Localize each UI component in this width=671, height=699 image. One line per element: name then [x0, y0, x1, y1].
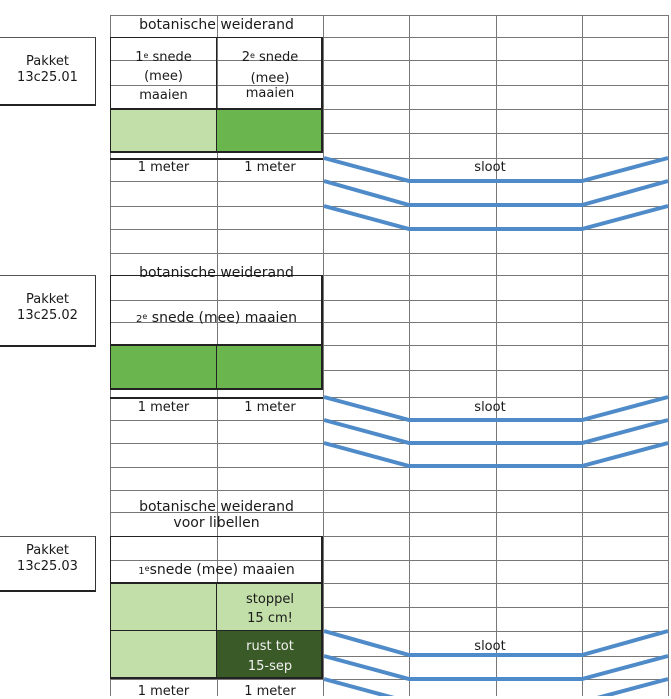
ditch-line [323, 418, 669, 445]
mowing-cell-b: 2e snede (mee) maaien [217, 46, 323, 101]
cut-number: 2 [136, 314, 143, 325]
cut-word: snede [259, 50, 299, 65]
ditch-label: sloot [474, 160, 506, 175]
green-strip-mid [217, 109, 323, 153]
pakket-label-box: Pakket 13c25.02 [0, 275, 96, 347]
pakket-label: Pakket [26, 292, 69, 307]
pakket-code: 13c25.03 [17, 559, 78, 574]
section-title-line1: botanische weiderand [139, 499, 294, 515]
ditch-line [323, 654, 669, 681]
pakket-label-box: Pakket 13c25.01 [0, 37, 96, 106]
green-strip-light [110, 109, 217, 153]
mowing-cell: 2e snede (mee) maaien [110, 309, 323, 327]
width-row-line [110, 158, 323, 160]
box-divider [216, 37, 217, 153]
width-label-b: 1 meter [244, 160, 296, 175]
cut-number: 1 [138, 566, 145, 577]
ditch-line [323, 629, 669, 657]
ditch-line [323, 395, 669, 422]
ditch-line [323, 204, 669, 231]
cut-paren: (mee) [250, 71, 290, 86]
box-divider [216, 345, 217, 390]
stubble-note-line2: 15 cm! [247, 611, 293, 626]
pakket-label: Pakket [26, 543, 69, 558]
width-label-a: 1 meter [137, 160, 190, 175]
cut-text: snede (mee) maaien [151, 310, 297, 326]
width-label-b: 1 meter [244, 400, 296, 415]
cut-text: snede (mee) maaien [149, 562, 295, 578]
cut-suffix: e [249, 51, 255, 60]
section-title: botanische weiderand [139, 17, 294, 33]
cut-paren: (mee) [144, 69, 183, 84]
ditch-line [323, 441, 669, 468]
ditch-line [323, 179, 669, 207]
rest-note-line2: 15-sep [247, 659, 293, 674]
pakket-label: Pakket [26, 54, 69, 69]
box-divider [216, 583, 217, 679]
mowing-cell-a: 1e snede (mee) maaien [110, 46, 217, 105]
ditch-label: sloot [474, 639, 506, 654]
mowing-cell: 1esnede (mee) maaien [110, 561, 323, 579]
ditch-line [323, 156, 669, 183]
green-strip-light-lower [110, 631, 217, 679]
section-title: botanische weiderand [139, 265, 294, 281]
width-label-b: 1 meter [244, 684, 296, 699]
box-row-divider [110, 108, 323, 110]
pakket-code: 13c25.01 [17, 70, 78, 85]
pakket-code: 13c25.02 [17, 308, 78, 323]
pakket-label-box: Pakket 13c25.03 [0, 536, 96, 592]
cut-suffix: e [142, 312, 148, 321]
rest-strip-dark [217, 631, 323, 679]
cut-verb: maaien [139, 88, 188, 103]
width-label-a: 1 meter [137, 400, 190, 415]
section-title-line2: voor libellen [173, 515, 260, 531]
cut-number: 2 [241, 50, 250, 65]
width-row-line [110, 397, 323, 399]
stubble-note-line1: stoppel [246, 592, 294, 607]
cut-number: 1 [135, 50, 144, 65]
cut-suffix: e [144, 564, 150, 573]
cut-suffix: e [143, 51, 149, 60]
ditch-line [323, 677, 669, 696]
width-label-a: 1 meter [137, 684, 190, 699]
cut-verb: maaien [245, 86, 295, 101]
cut-word: snede [152, 50, 192, 65]
rest-note-line1: rust tot [246, 639, 294, 654]
ditch-label: sloot [474, 400, 506, 415]
